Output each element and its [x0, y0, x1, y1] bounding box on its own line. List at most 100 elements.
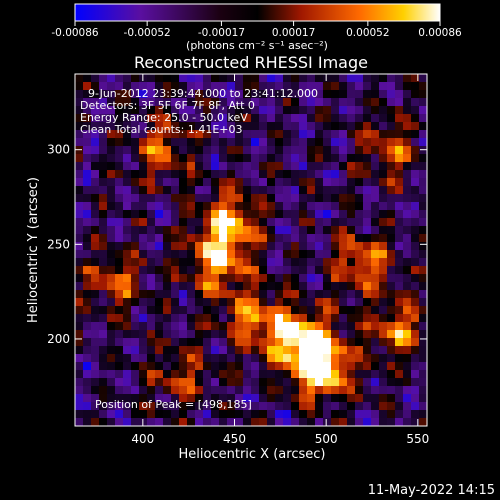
heatmap-cell [259, 290, 268, 299]
heatmap-cell [179, 186, 188, 195]
heatmap-cell [267, 418, 276, 426]
heatmap-cell [91, 186, 100, 195]
heatmap-cell [219, 106, 228, 115]
heatmap-cell [331, 386, 340, 395]
heatmap-cell [155, 418, 164, 426]
heatmap-cell [131, 234, 140, 243]
heatmap-cell [107, 290, 116, 299]
heatmap-cell [91, 154, 100, 163]
heatmap-cell [371, 402, 380, 411]
heatmap-cell [291, 250, 300, 259]
heatmap-cell [195, 250, 204, 259]
heatmap-cell [323, 162, 332, 171]
heatmap-cell [355, 346, 364, 355]
heatmap-cell [323, 242, 332, 251]
heatmap-cell [211, 354, 220, 363]
heatmap-cell [219, 98, 228, 107]
heatmap-cell [107, 394, 116, 403]
heatmap-cell [331, 402, 340, 411]
heatmap-cell [171, 90, 180, 99]
heatmap-cell [347, 186, 356, 195]
heatmap-cell [251, 266, 260, 275]
heatmap-cell [91, 378, 100, 387]
heatmap-cell [251, 234, 260, 243]
heatmap-cell [131, 74, 140, 83]
heatmap-cell [419, 122, 427, 131]
heatmap-cell [251, 362, 260, 371]
heatmap-cell [419, 290, 427, 299]
heatmap-cell [339, 218, 348, 227]
heatmap-cell [243, 74, 252, 83]
heatmap-cell [331, 194, 340, 203]
heatmap-cell [171, 82, 180, 91]
heatmap-cell [307, 162, 316, 171]
heatmap-cell [363, 146, 372, 155]
heatmap-cell [99, 178, 108, 187]
heatmap-cell [99, 242, 108, 251]
heatmap-cell [147, 202, 156, 211]
heatmap-cell [315, 138, 324, 147]
heatmap-cell [115, 154, 124, 163]
heatmap-cell [91, 82, 100, 91]
heatmap-cell [251, 90, 260, 99]
heatmap-cell [131, 330, 140, 339]
heatmap-cell [379, 418, 388, 426]
heatmap-cell [411, 226, 420, 235]
y-tick-label: 200 [47, 332, 70, 346]
heatmap-cell [179, 330, 188, 339]
heatmap-cell [211, 346, 220, 355]
heatmap-cell [83, 258, 92, 267]
heatmap-cell [387, 82, 396, 91]
heatmap-cell [267, 106, 276, 115]
heatmap-cell [187, 194, 196, 203]
heatmap-cell [195, 82, 204, 91]
heatmap-cell [363, 130, 372, 139]
heatmap-cell [379, 290, 388, 299]
heatmap-cell [419, 114, 427, 123]
heatmap-cell [275, 290, 284, 299]
heatmap-cell [355, 250, 364, 259]
heatmap-cell [179, 226, 188, 235]
heatmap-cell [323, 298, 332, 307]
heatmap-cell [163, 346, 172, 355]
heatmap-cell [299, 114, 308, 123]
heatmap-cell [139, 370, 148, 379]
heatmap-cell [363, 186, 372, 195]
heatmap-cell [83, 154, 92, 163]
heatmap-cell [387, 290, 396, 299]
heatmap-cell [331, 242, 340, 251]
heatmap-cell [107, 218, 116, 227]
heatmap-cell [355, 258, 364, 267]
heatmap-cell [179, 210, 188, 219]
heatmap-cell [115, 170, 124, 179]
heatmap-cell [275, 106, 284, 115]
heatmap-cell [115, 338, 124, 347]
heatmap-cell [139, 242, 148, 251]
heatmap-cell [235, 282, 244, 291]
heatmap-cell [235, 306, 244, 315]
heatmap-cell [403, 418, 412, 426]
heatmap-cell [147, 370, 156, 379]
heatmap-cell [211, 282, 220, 291]
heatmap-cell [411, 250, 420, 259]
heatmap-cell [387, 154, 396, 163]
heatmap-cell [267, 210, 276, 219]
heatmap-cell [115, 114, 124, 123]
heatmap-cell [243, 282, 252, 291]
heatmap-cell [307, 362, 316, 371]
heatmap-cell [403, 122, 412, 131]
heatmap-cell [195, 106, 204, 115]
heatmap-cell [251, 386, 260, 395]
heatmap-cell [411, 346, 420, 355]
heatmap-cell [211, 290, 220, 299]
heatmap-cell [163, 274, 172, 283]
heatmap-cell [179, 314, 188, 323]
heatmap-cell [419, 130, 427, 139]
heatmap-cell [307, 146, 316, 155]
heatmap-cell [299, 154, 308, 163]
heatmap-cell [323, 386, 332, 395]
heatmap-cell [211, 162, 220, 171]
heatmap-cell [131, 186, 140, 195]
colorbar-ticks: -0.00086 -0.00052 -0.00017 0.00017 0.00052 0.… [51, 21, 462, 39]
heatmap-cell [115, 370, 124, 379]
